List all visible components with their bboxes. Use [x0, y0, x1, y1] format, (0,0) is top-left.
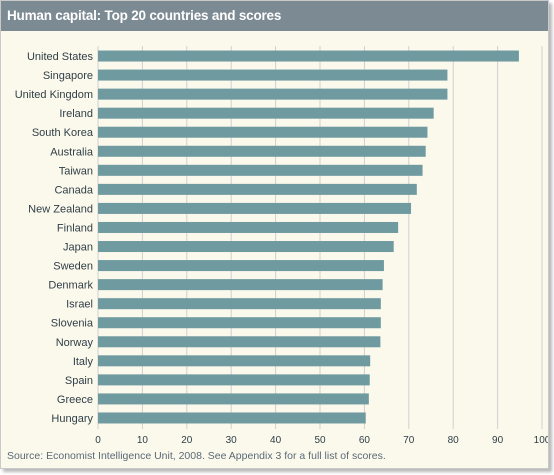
category-label: Israel — [66, 299, 93, 311]
category-label: Hungary — [51, 413, 93, 425]
category-label: Denmark — [48, 280, 93, 292]
bar — [98, 126, 428, 138]
chart-title: Human capital: Top 20 countries and scor… — [7, 8, 282, 23]
bar — [98, 336, 381, 348]
bar — [98, 221, 399, 233]
category-label: Canada — [54, 184, 93, 196]
category-label: Spain — [65, 375, 93, 387]
x-tick-label: 60 — [359, 435, 371, 446]
x-axis-ticks: 0 10 20 30 40 50 60 70 80 90 100 — [95, 435, 548, 446]
category-label: Taiwan — [59, 165, 93, 177]
bar — [98, 107, 434, 119]
bar-chart: United States Singapore United Kingdom Irel… — [15, 46, 548, 446]
category-label: Norway — [56, 337, 94, 349]
category-label: Singapore — [43, 70, 93, 82]
bar — [98, 241, 394, 253]
bar-layer — [98, 50, 519, 424]
bar — [98, 393, 369, 405]
x-tick-label: 0 — [95, 435, 101, 446]
bar — [98, 317, 381, 329]
bar — [98, 298, 381, 310]
grid-layer — [97, 46, 543, 429]
category-label: Ireland — [59, 108, 93, 120]
x-tick-label: 90 — [492, 435, 504, 446]
x-tick-label: 30 — [226, 435, 238, 446]
x-tick-label: 80 — [448, 435, 460, 446]
category-label: Finland — [57, 222, 93, 234]
category-label: Italy — [73, 356, 94, 368]
x-tick-label: 100 — [534, 435, 548, 446]
x-tick-label: 10 — [137, 435, 149, 446]
source-note: Source: Economist Intelligence Unit, 200… — [7, 450, 386, 462]
category-label: United States — [27, 51, 94, 63]
bar — [98, 88, 448, 100]
category-labels: United States Singapore United Kingdom Irel… — [15, 51, 94, 425]
category-label: United Kingdom — [15, 89, 93, 101]
x-tick-label: 40 — [270, 435, 282, 446]
chart-panel: Human capital: Top 20 countries and scor… — [0, 0, 549, 469]
x-tick-label: 50 — [314, 435, 326, 446]
bar — [98, 279, 383, 291]
category-label: Japan — [63, 242, 93, 254]
category-label: Greece — [57, 394, 93, 406]
bar — [98, 183, 417, 195]
category-label: New Zealand — [28, 203, 93, 215]
category-label: South Korea — [32, 127, 94, 139]
category-label: Slovenia — [51, 318, 94, 330]
x-tick-label: 20 — [181, 435, 193, 446]
bar — [98, 69, 448, 81]
bar — [98, 374, 370, 386]
bar — [98, 355, 371, 367]
bar — [98, 50, 519, 62]
category-label: Australia — [50, 146, 94, 158]
bar — [98, 164, 423, 176]
bar — [98, 202, 412, 214]
bar — [98, 260, 384, 272]
bar — [98, 145, 426, 157]
x-tick-label: 70 — [403, 435, 415, 446]
category-label: Sweden — [53, 261, 93, 273]
bar — [98, 412, 366, 424]
title-bar: Human capital: Top 20 countries and scor… — [1, 1, 548, 31]
